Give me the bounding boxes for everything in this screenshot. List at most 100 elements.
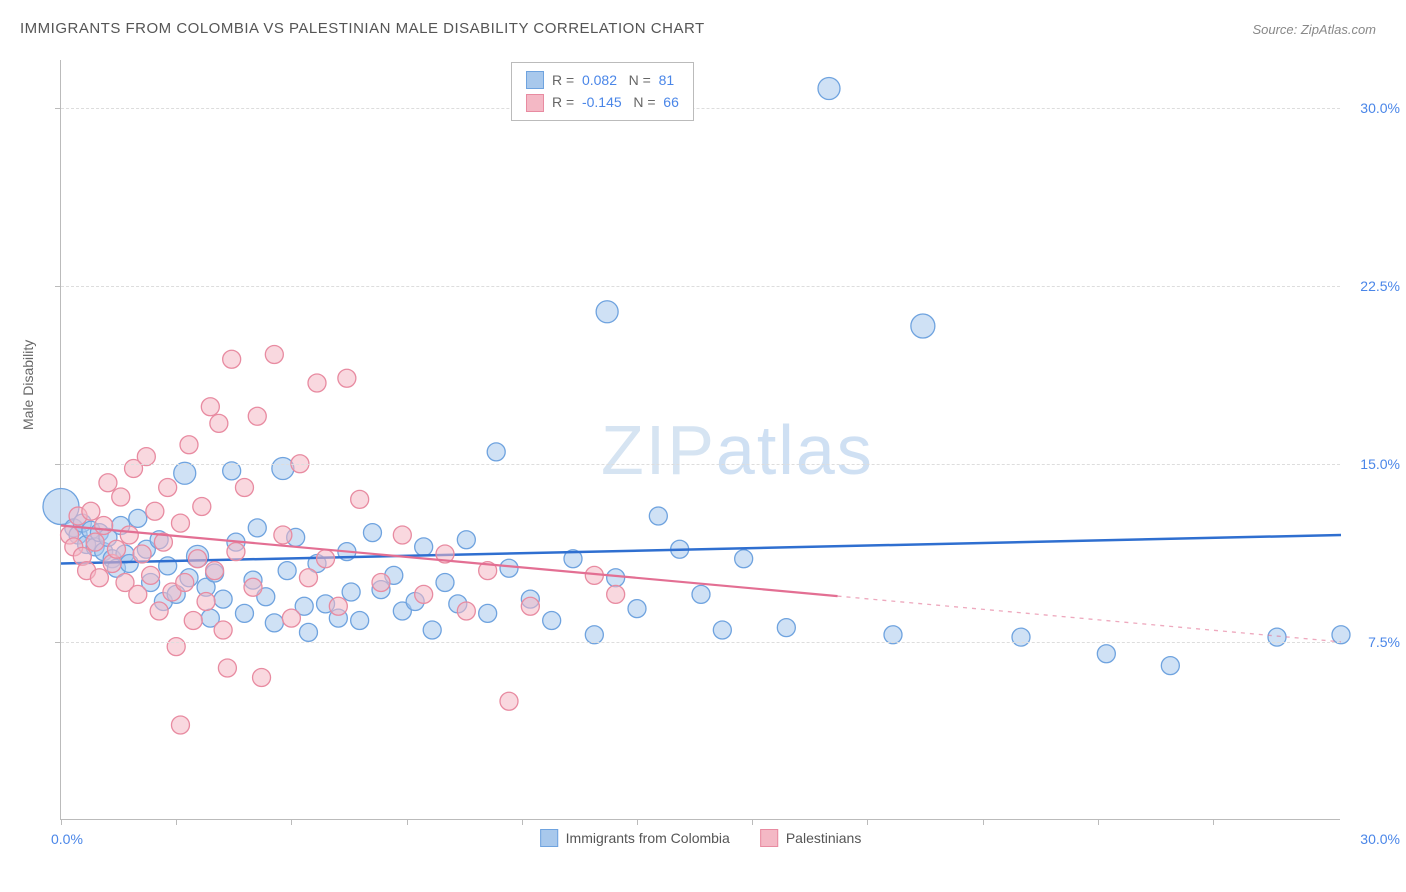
- scatter-point: [146, 502, 164, 520]
- scatter-point: [299, 623, 317, 641]
- scatter-point: [436, 574, 454, 592]
- scatter-point: [735, 550, 753, 568]
- scatter-point: [521, 597, 539, 615]
- y-tick: [55, 464, 61, 465]
- scatter-point: [167, 638, 185, 656]
- scatter-point: [479, 604, 497, 622]
- scatter-point: [253, 669, 271, 687]
- scatter-point: [210, 414, 228, 432]
- x-tick: [61, 819, 62, 825]
- scatter-point: [193, 498, 211, 516]
- scatter-point: [372, 574, 390, 592]
- scatter-point: [174, 462, 196, 484]
- scatter-point: [692, 585, 710, 603]
- scatter-point: [351, 612, 369, 630]
- source-label: Source: ZipAtlas.com: [1252, 22, 1376, 37]
- x-tick: [1098, 819, 1099, 825]
- scatter-point: [543, 612, 561, 630]
- plot-area: ZIPatlas 7.5%15.0%22.5%30.0%0.0%30.0%R =…: [60, 60, 1340, 820]
- scatter-point: [129, 585, 147, 603]
- chart-svg: [61, 60, 1340, 819]
- scatter-point: [120, 526, 138, 544]
- scatter-point: [159, 479, 177, 497]
- scatter-point: [112, 488, 130, 506]
- scatter-point: [223, 350, 241, 368]
- x-tick: [176, 819, 177, 825]
- scatter-point: [201, 398, 219, 416]
- scatter-point: [218, 659, 236, 677]
- scatter-point: [457, 602, 475, 620]
- scatter-point: [99, 474, 117, 492]
- scatter-point: [596, 301, 618, 323]
- scatter-point: [129, 509, 147, 527]
- scatter-point: [189, 550, 207, 568]
- regression-line: [61, 535, 1341, 564]
- y-tick-label: 7.5%: [1368, 634, 1400, 650]
- scatter-point: [107, 540, 125, 558]
- scatter-point: [248, 407, 266, 425]
- legend-stats-row: R = 0.082 N = 81: [526, 69, 679, 91]
- scatter-point: [423, 621, 441, 639]
- y-axis-label: Male Disability: [20, 340, 36, 430]
- legend-series-item: Immigrants from Colombia: [540, 829, 730, 847]
- x-tick: [637, 819, 638, 825]
- legend-swatch: [526, 71, 544, 89]
- y-tick: [55, 108, 61, 109]
- y-tick: [55, 286, 61, 287]
- scatter-point: [1097, 645, 1115, 663]
- scatter-point: [227, 543, 245, 561]
- legend-stats-text: R = 0.082 N = 81: [552, 69, 674, 91]
- scatter-point: [206, 562, 224, 580]
- scatter-point: [317, 550, 335, 568]
- scatter-point: [628, 600, 646, 618]
- scatter-point: [777, 619, 795, 637]
- scatter-point: [133, 545, 151, 563]
- scatter-point: [1161, 657, 1179, 675]
- y-tick: [55, 642, 61, 643]
- scatter-point: [363, 524, 381, 542]
- scatter-point: [82, 502, 100, 520]
- chart-title: IMMIGRANTS FROM COLOMBIA VS PALESTINIAN …: [20, 20, 705, 37]
- legend-swatch: [526, 94, 544, 112]
- x-tick-label-max: 30.0%: [1360, 831, 1400, 847]
- legend-stats-row: R = -0.145 N = 66: [526, 91, 679, 113]
- scatter-point: [278, 562, 296, 580]
- scatter-point: [214, 590, 232, 608]
- scatter-point: [649, 507, 667, 525]
- scatter-point: [95, 517, 113, 535]
- scatter-point: [393, 526, 411, 544]
- x-tick: [522, 819, 523, 825]
- scatter-point: [1012, 628, 1030, 646]
- scatter-point: [176, 574, 194, 592]
- scatter-point: [1268, 628, 1286, 646]
- scatter-point: [180, 436, 198, 454]
- scatter-point: [415, 585, 433, 603]
- legend-series-label: Palestinians: [786, 830, 862, 846]
- y-tick-label: 15.0%: [1360, 456, 1400, 472]
- scatter-point: [171, 716, 189, 734]
- scatter-point: [351, 490, 369, 508]
- scatter-point: [342, 583, 360, 601]
- scatter-point: [911, 314, 935, 338]
- scatter-point: [248, 519, 266, 537]
- scatter-point: [500, 692, 518, 710]
- legend-swatch: [540, 829, 558, 847]
- legend-series: Immigrants from Colombia Palestinians: [540, 829, 862, 847]
- scatter-point: [184, 612, 202, 630]
- scatter-point: [244, 578, 262, 596]
- scatter-point: [457, 531, 475, 549]
- scatter-point: [265, 614, 283, 632]
- grid-line: [61, 286, 1340, 287]
- scatter-point: [713, 621, 731, 639]
- scatter-point: [308, 374, 326, 392]
- grid-line: [61, 642, 1340, 643]
- y-tick-label: 30.0%: [1360, 100, 1400, 116]
- x-tick: [291, 819, 292, 825]
- y-tick-label: 22.5%: [1360, 278, 1400, 294]
- scatter-point: [90, 569, 108, 587]
- scatter-point: [338, 369, 356, 387]
- x-tick: [983, 819, 984, 825]
- scatter-point: [265, 346, 283, 364]
- scatter-point: [86, 533, 104, 551]
- legend-series-item: Palestinians: [760, 829, 862, 847]
